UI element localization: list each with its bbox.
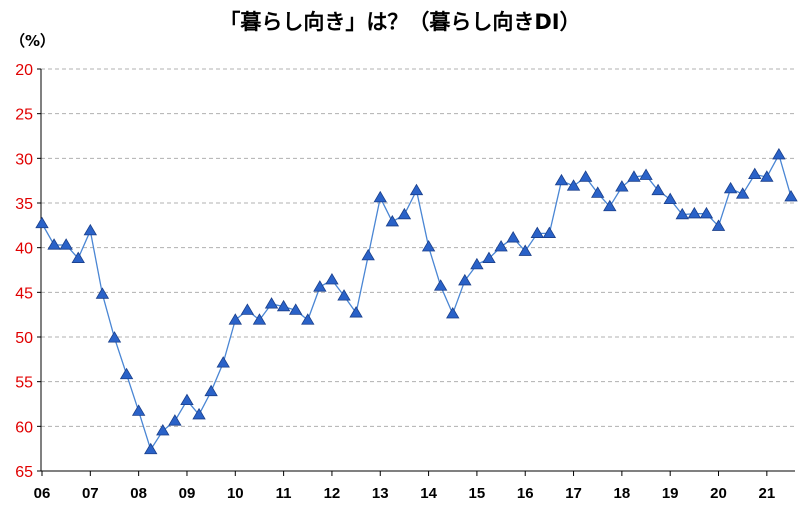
x-tick-label: 07 [82,485,99,502]
data-point [180,393,194,406]
data-point [748,167,762,180]
data-point [397,207,412,220]
data-point [95,287,110,299]
y-tick-label: 50 [15,330,33,347]
data-point [542,226,557,238]
data-point [723,181,738,194]
y-tick-label: 25 [15,107,33,124]
data-point [530,226,545,238]
data-point [663,192,677,205]
data-point [566,179,581,191]
data-point [409,183,424,196]
x-tick-label: 19 [662,485,679,502]
data-point [458,273,472,286]
data-point [627,170,641,182]
data-point [264,297,279,309]
series-line [41,153,792,452]
y-tick-label: 45 [15,285,33,302]
data-point [349,306,363,318]
data-point [772,147,786,160]
x-tick-label: 09 [179,485,196,502]
data-point [578,170,593,182]
x-tick-label: 17 [565,485,582,502]
data-point [373,190,387,203]
y-tick-label: 20 [15,62,33,79]
data-point [313,280,327,292]
y-tick-label: 65 [15,464,33,481]
data-point [760,170,774,182]
y-tick-label: 40 [15,241,33,258]
data-point [687,206,702,219]
x-tick-label: 16 [517,485,534,502]
x-tick-label: 15 [469,485,486,502]
data-point [216,356,230,368]
data-point [156,424,170,436]
data-point [433,279,448,291]
data-point [784,189,798,202]
data-point [83,223,98,236]
data-point [119,367,134,380]
x-tick-label: 12 [324,485,341,502]
data-point [615,180,629,192]
data-point [192,407,206,420]
data-point [144,442,158,455]
data-point [228,313,242,325]
data-point [470,257,484,270]
data-point [506,231,520,243]
data-point [301,313,315,325]
data-point [59,238,73,250]
data-point [361,248,375,261]
data-point [446,306,460,319]
data-point [554,173,569,186]
data-point [337,289,351,301]
data-point [168,414,182,426]
data-point [35,216,49,229]
data-point [494,239,508,252]
data-point [603,199,617,212]
x-tick-label: 14 [420,485,437,502]
y-tick-label: 55 [15,375,33,392]
data-point [651,183,665,196]
data-point [735,187,750,199]
y-tick-label: 60 [15,419,33,436]
x-tick-label: 21 [758,485,775,502]
data-point [288,303,303,315]
x-tick-label: 20 [710,485,727,502]
y-tick-label: 30 [15,151,33,168]
data-point [204,384,218,397]
x-tick-label: 06 [34,485,51,502]
data-point [240,303,255,315]
data-point [131,404,146,416]
data-point [591,186,605,198]
data-point [421,239,436,252]
x-tick-label: 13 [372,485,389,502]
chart-title: 「暮らし向き」は？（暮らし向きDI） [219,10,581,34]
data-point [252,313,267,325]
data-point [518,244,532,256]
x-tick-label: 08 [130,485,147,502]
data-point [675,207,689,220]
data-point [699,206,714,219]
data-point [71,251,85,263]
data-point [639,168,653,180]
data-point [482,251,496,263]
y-tick-label: 35 [15,196,33,213]
data-point [276,299,291,312]
data-point [325,273,339,285]
y-axis-unit-label: （%） [10,32,56,50]
x-tick-label: 10 [227,485,244,502]
data-point [107,331,122,343]
x-tick-label: 18 [614,485,631,502]
x-tick-label: 11 [276,485,292,502]
data-point [47,238,61,250]
data-point [711,219,726,231]
data-point [385,214,400,227]
